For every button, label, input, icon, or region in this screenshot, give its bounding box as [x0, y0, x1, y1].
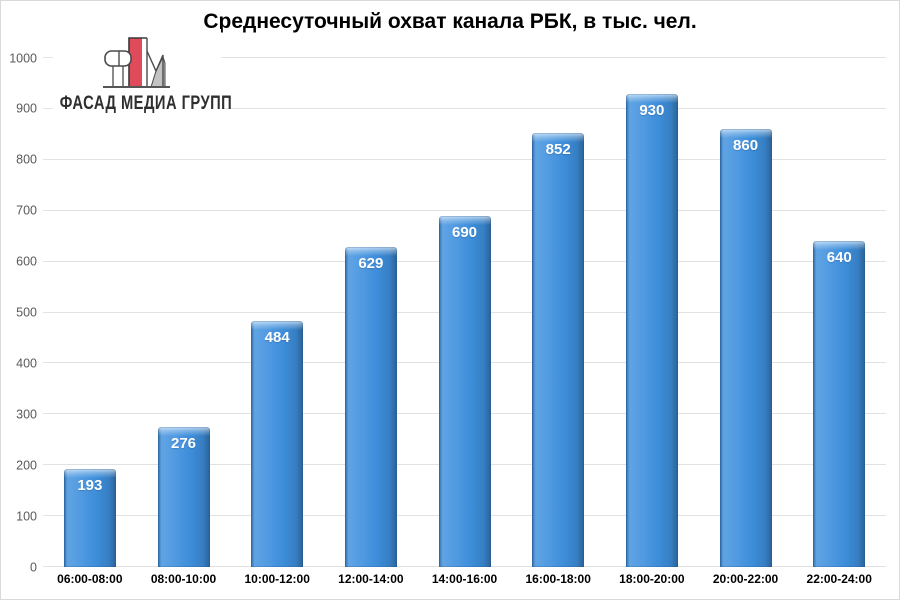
- bar-slot: 690: [418, 58, 512, 567]
- bar-slot: 193: [43, 58, 137, 567]
- bar-slot: 484: [230, 58, 324, 567]
- bar-06:00-08:00: 193: [63, 468, 116, 567]
- x-tick-label: 20:00-22:00: [712, 572, 779, 586]
- bar-value-label: 852: [545, 141, 571, 159]
- x-tick-label: 12:00-14:00: [338, 572, 404, 586]
- bar-value-label: 640: [826, 249, 852, 267]
- bar-slot: 860: [699, 58, 793, 567]
- gridline: [43, 57, 886, 58]
- bar-slot: 276: [137, 58, 231, 567]
- bar-value-label: 860: [733, 137, 759, 155]
- bar-value-label: 193: [77, 476, 103, 494]
- chart-title: Среднесуточный охват канала РБК, в тыс. …: [203, 10, 697, 33]
- x-tick-label: 14:00-16:00: [431, 572, 498, 586]
- y-tick-label: 500: [16, 305, 37, 320]
- bar-12:00-14:00: 629: [344, 246, 397, 567]
- company-name: ФАСАД МЕДИА ГРУПП: [59, 93, 233, 114]
- x-tick-label: 18:00-20:00: [619, 572, 685, 586]
- bar-14:00-16:00: 690: [438, 215, 491, 567]
- y-tick-label: 100: [16, 508, 37, 523]
- bar-22:00-24:00: 640: [813, 241, 866, 567]
- y-tick-label: 700: [16, 203, 37, 218]
- gridline: [43, 209, 886, 211]
- bars-row: 193 276 484 629 690 852 930 860 640: [43, 58, 886, 567]
- x-tick-label: 06:00-08:00: [57, 572, 123, 586]
- bar-value-label: 690: [452, 223, 478, 241]
- bar-slot: 629: [324, 58, 418, 567]
- company-logo: ФАСАД МЕДИА ГРУПП: [53, 29, 233, 115]
- plot-area: 193 276 484 629 690 852 930 860 640: [43, 57, 886, 567]
- y-tick-label: 1000: [9, 50, 37, 65]
- y-tick-label: 400: [16, 356, 37, 371]
- bar-value-label: 276: [170, 434, 197, 452]
- y-tick-label: 800: [16, 152, 37, 167]
- fasad-media-group-logo-icon: [103, 37, 170, 88]
- y-tick-label: 900: [16, 101, 37, 116]
- x-tick-label: 22:00-24:00: [806, 572, 872, 586]
- x-axis: 06:00-08:00 08:00-10:00 10:00-12:00 12:00-1…: [43, 572, 886, 586]
- bar-10:00-12:00: 484: [251, 320, 304, 567]
- bar-18:00-20:00: 930: [625, 93, 678, 567]
- bar-slot: 930: [605, 58, 699, 567]
- bar-value-label: 484: [264, 328, 290, 346]
- bar-value-label: 930: [639, 101, 665, 119]
- bar-08:00-10:00: 276: [157, 426, 210, 567]
- x-tick-label: 16:00-18:00: [525, 572, 591, 586]
- bar-20:00-22:00: 860: [719, 129, 772, 567]
- bar-16:00-18:00: 852: [532, 133, 585, 567]
- gridline: [43, 158, 886, 160]
- x-tick-label: 08:00-10:00: [150, 572, 217, 586]
- y-tick-label: 0: [30, 559, 37, 574]
- bar-slot: 640: [792, 58, 886, 567]
- y-tick-label: 300: [16, 407, 37, 422]
- x-tick-label: 10:00-12:00: [244, 572, 310, 586]
- y-axis: 0 100 200 300 400 500 600 700 800 900 1000: [1, 52, 37, 573]
- y-tick-label: 200: [16, 457, 37, 472]
- bar-value-label: 629: [358, 254, 384, 272]
- bar-slot: 852: [511, 58, 605, 567]
- y-tick-label: 600: [16, 254, 37, 269]
- gridline: [43, 107, 886, 109]
